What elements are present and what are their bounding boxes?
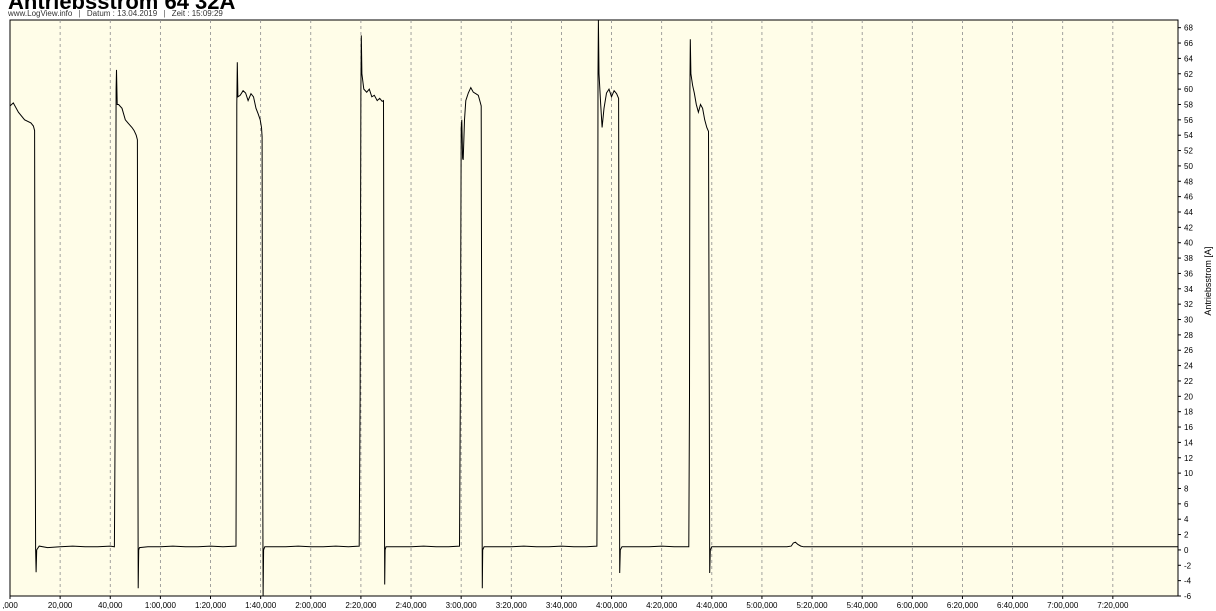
y-tick-label: 16: [1184, 423, 1193, 432]
x-tick-label: 20,000: [48, 601, 73, 610]
zeit-label: Zeit : 15:09:29: [171, 9, 223, 18]
y-tick-label: 28: [1184, 331, 1193, 340]
website-label: www.LogView.info: [8, 9, 73, 18]
x-tick-label: 6:40,000: [997, 601, 1029, 610]
x-tick-label: 2:20,000: [345, 601, 377, 610]
x-tick-label: 3:00,000: [446, 601, 478, 610]
series-line: [9, 19, 1178, 597]
y-tick-label: 62: [1184, 70, 1193, 79]
y-tick-label: 22: [1184, 377, 1193, 386]
y-tick-label: 54: [1184, 131, 1193, 140]
separator: |: [163, 9, 166, 18]
y-tick-label: 6: [1184, 500, 1189, 509]
y-tick-label: 44: [1184, 208, 1193, 217]
x-tick-label: 4:00,000: [596, 601, 628, 610]
x-axis: ,000 20,000 40,000 1:00,000 1:20,000 1:40,000…: [2, 596, 1129, 610]
chart-title: Antriebsstrom 64 32A: [8, 0, 236, 14]
y-tick-label: 10: [1184, 469, 1193, 478]
y-tick-label: 46: [1184, 193, 1193, 202]
y-tick-label: 60: [1184, 85, 1193, 94]
y-tick-label: 2: [1184, 531, 1189, 540]
x-tick-label: 1:20,000: [195, 601, 227, 610]
plot-area: [9, 19, 1179, 597]
y-tick-label: 42: [1184, 223, 1193, 232]
y-tick-label: -4: [1184, 577, 1192, 586]
y-tick-label: 36: [1184, 269, 1193, 278]
y-tick-label: -6: [1184, 592, 1192, 601]
x-tick-label: 1:00,000: [145, 601, 177, 610]
info-bar: www.LogView.info | Datum : 13.04.2019 | …: [8, 9, 223, 18]
y-tick-label: 52: [1184, 147, 1193, 156]
x-tick-label: ,000: [2, 601, 18, 610]
x-tick-label: 40,000: [98, 601, 123, 610]
separator: |: [78, 9, 81, 18]
y-tick-label: 40: [1184, 239, 1193, 248]
x-tick-label: 4:40,000: [696, 601, 728, 610]
y-tick-label: 66: [1184, 39, 1193, 48]
y-tick-label: 4: [1184, 515, 1189, 524]
y-tick-label: 8: [1184, 484, 1189, 493]
x-tick-label: 6:00,000: [897, 601, 929, 610]
y-tick-label: 32: [1184, 300, 1193, 309]
y-tick-label: 64: [1184, 54, 1193, 63]
y-tick-label: 68: [1184, 24, 1193, 33]
x-tick-label: 3:40,000: [546, 601, 578, 610]
y-tick-label: -2: [1184, 561, 1192, 570]
y-tick-label: 0: [1184, 546, 1189, 555]
y-tick-label: 38: [1184, 254, 1193, 263]
y-axis: -6-4-20246810121416182022242628303234363…: [1178, 24, 1193, 601]
x-tick-label: 2:00,000: [295, 601, 327, 610]
x-tick-label: 5:20,000: [796, 601, 828, 610]
y-tick-label: 20: [1184, 392, 1193, 401]
x-tick-label: 1:40,000: [245, 601, 277, 610]
y-tick-label: 58: [1184, 100, 1193, 109]
y-tick-label: 34: [1184, 285, 1193, 294]
y-tick-label: 30: [1184, 316, 1193, 325]
x-tick-label: 4:20,000: [646, 601, 678, 610]
x-tick-label: 6:20,000: [947, 601, 979, 610]
x-tick-label: 2:40,000: [395, 601, 427, 610]
x-tick-label: 3:20,000: [496, 601, 528, 610]
grid-lines: [59, 20, 1114, 596]
y-tick-label: 48: [1184, 177, 1193, 186]
y-tick-label: 24: [1184, 362, 1193, 371]
y-tick-label: 56: [1184, 116, 1193, 125]
x-tick-label: 5:40,000: [847, 601, 879, 610]
y-tick-label: 18: [1184, 408, 1193, 417]
x-tick-label: 7:00,000: [1047, 601, 1079, 610]
y-tick-label: 14: [1184, 438, 1193, 447]
x-tick-label: 7:20,000: [1097, 601, 1129, 610]
y-axis-label: Antriebsstrom [A]: [1203, 247, 1213, 316]
x-tick-label: 5:00,000: [746, 601, 778, 610]
y-tick-label: 12: [1184, 454, 1193, 463]
y-tick-label: 26: [1184, 346, 1193, 355]
datum-label: Datum : 13.04.2019: [86, 9, 158, 18]
y-tick-label: 50: [1184, 162, 1193, 171]
